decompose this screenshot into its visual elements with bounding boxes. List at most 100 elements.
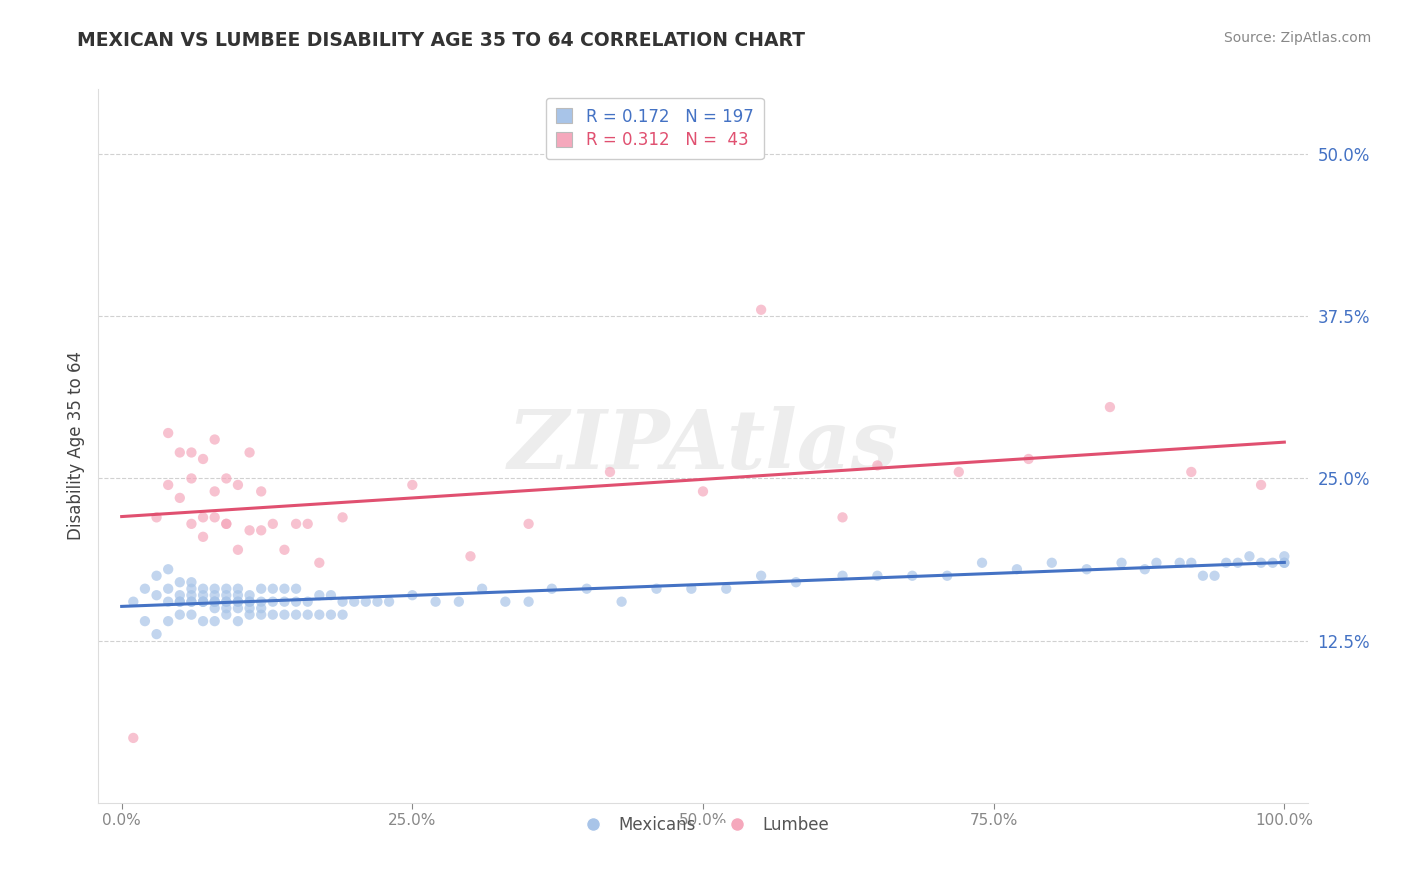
Point — [204, 614, 226, 628]
Point — [1076, 562, 1098, 576]
Point — [169, 445, 191, 459]
Point — [1215, 556, 1237, 570]
Point — [1204, 568, 1226, 582]
Point — [145, 568, 167, 582]
Point — [239, 445, 262, 459]
Point — [599, 465, 621, 479]
Point — [204, 588, 226, 602]
Point — [262, 595, 284, 609]
Point — [285, 582, 308, 596]
Point — [319, 588, 342, 602]
Point — [226, 614, 249, 628]
Point — [169, 491, 191, 505]
Point — [471, 582, 494, 596]
Point — [401, 478, 423, 492]
Point — [285, 516, 308, 531]
Point — [517, 595, 540, 609]
Point — [250, 582, 273, 596]
Point — [494, 595, 516, 609]
Point — [226, 601, 249, 615]
Point — [610, 595, 633, 609]
Point — [157, 582, 180, 596]
Point — [285, 607, 308, 622]
Point — [204, 595, 226, 609]
Point — [226, 478, 249, 492]
Point — [204, 484, 226, 499]
Point — [157, 595, 180, 609]
Text: MEXICAN VS LUMBEE DISABILITY AGE 35 TO 64 CORRELATION CHART: MEXICAN VS LUMBEE DISABILITY AGE 35 TO 6… — [77, 31, 806, 50]
Point — [215, 582, 238, 596]
Point — [191, 582, 214, 596]
Point — [180, 575, 202, 590]
Point — [157, 614, 180, 628]
Point — [250, 601, 273, 615]
Point — [425, 595, 447, 609]
Point — [692, 484, 714, 499]
Point — [239, 595, 262, 609]
Point — [1005, 562, 1028, 576]
Point — [970, 556, 993, 570]
Point — [180, 445, 202, 459]
Point — [1180, 465, 1202, 479]
Point — [332, 607, 354, 622]
Point — [191, 530, 214, 544]
Point — [831, 568, 853, 582]
Point — [1261, 556, 1284, 570]
Point — [204, 510, 226, 524]
Point — [191, 595, 214, 609]
Point — [273, 607, 295, 622]
Point — [122, 595, 145, 609]
Point — [157, 425, 180, 440]
Point — [1250, 478, 1272, 492]
Point — [169, 588, 191, 602]
Point — [332, 510, 354, 524]
Point — [239, 588, 262, 602]
Point — [297, 595, 319, 609]
Point — [191, 588, 214, 602]
Point — [1111, 556, 1133, 570]
Point — [262, 607, 284, 622]
Point — [1272, 556, 1295, 570]
Point — [204, 595, 226, 609]
Point — [215, 595, 238, 609]
Point — [1168, 556, 1191, 570]
Point — [262, 582, 284, 596]
Point — [354, 595, 377, 609]
Point — [866, 458, 889, 473]
Point — [332, 595, 354, 609]
Point — [716, 582, 738, 596]
Point — [319, 607, 342, 622]
Point — [157, 562, 180, 576]
Point — [134, 582, 156, 596]
Point — [169, 607, 191, 622]
Point — [948, 465, 970, 479]
Point — [145, 588, 167, 602]
Point — [831, 510, 853, 524]
Point — [308, 556, 330, 570]
Point — [157, 478, 180, 492]
Point — [1192, 568, 1215, 582]
Point — [180, 595, 202, 609]
Point — [250, 484, 273, 499]
Point — [297, 607, 319, 622]
Point — [169, 595, 191, 609]
Point — [169, 575, 191, 590]
Point — [145, 627, 167, 641]
Point — [366, 595, 388, 609]
Point — [122, 731, 145, 745]
Point — [191, 614, 214, 628]
Point — [239, 595, 262, 609]
Point — [239, 601, 262, 615]
Point — [273, 542, 295, 557]
Text: ZIPAtlas: ZIPAtlas — [508, 406, 898, 486]
Point — [180, 607, 202, 622]
Point — [180, 595, 202, 609]
Point — [681, 582, 703, 596]
Point — [378, 595, 401, 609]
Point — [215, 516, 238, 531]
Point — [215, 471, 238, 485]
Point — [180, 588, 202, 602]
Point — [901, 568, 924, 582]
Point — [866, 568, 889, 582]
Point — [1272, 549, 1295, 564]
